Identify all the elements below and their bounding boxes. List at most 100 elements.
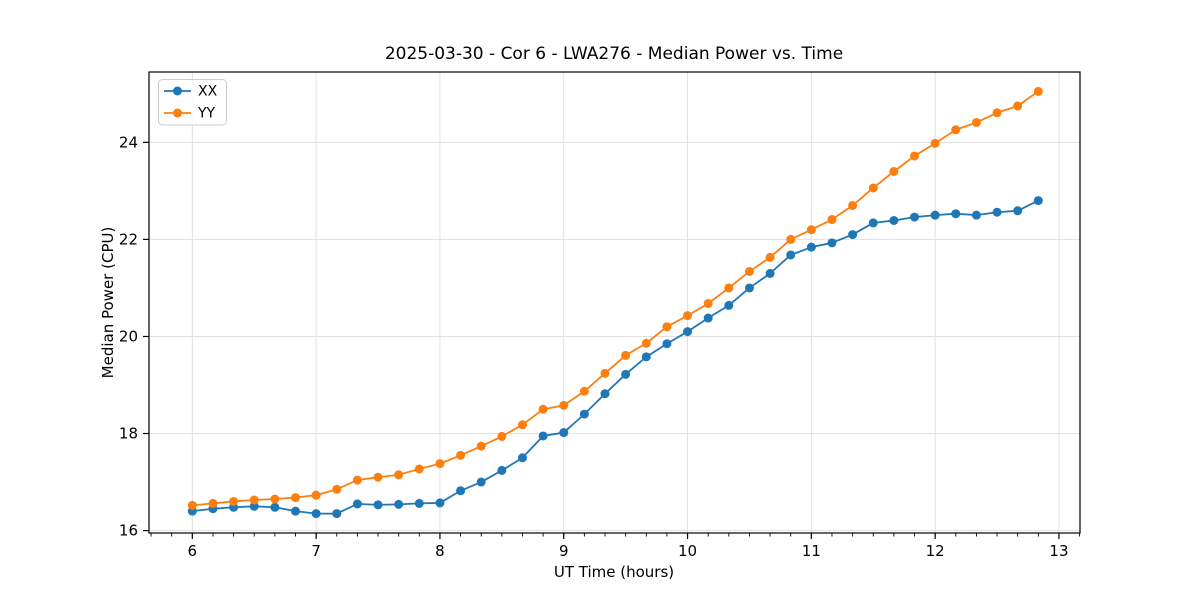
data-point-yy bbox=[311, 490, 321, 500]
data-point-xx bbox=[497, 465, 507, 475]
data-point-yy bbox=[517, 420, 527, 430]
legend-label-yy: YY bbox=[197, 106, 216, 122]
data-point-yy bbox=[270, 494, 280, 504]
data-point-xx bbox=[683, 327, 693, 337]
x-tick-label: 8 bbox=[435, 542, 445, 560]
data-point-yy bbox=[559, 400, 569, 410]
data-point-yy bbox=[951, 125, 961, 135]
data-point-yy bbox=[621, 350, 631, 360]
data-point-yy bbox=[456, 450, 466, 460]
data-point-yy bbox=[414, 464, 424, 474]
data-point-xx bbox=[373, 500, 383, 510]
data-point-yy bbox=[662, 322, 672, 332]
data-point-yy bbox=[848, 200, 858, 210]
data-point-xx bbox=[476, 477, 486, 487]
data-point-yy bbox=[889, 166, 899, 176]
data-point-xx bbox=[724, 300, 734, 310]
data-point-yy bbox=[744, 266, 754, 276]
data-point-xx bbox=[765, 268, 775, 278]
x-tick-label: 10 bbox=[678, 542, 697, 560]
plot-area bbox=[148, 71, 1081, 534]
data-point-yy bbox=[827, 215, 837, 225]
data-point-xx bbox=[868, 218, 878, 228]
data-point-yy bbox=[208, 498, 218, 508]
data-point-xx bbox=[703, 313, 713, 323]
data-point-yy bbox=[1033, 86, 1043, 96]
legend-item-yy: YY bbox=[164, 106, 216, 122]
data-point-yy bbox=[290, 493, 300, 503]
data-point-xx bbox=[290, 506, 300, 516]
data-point-xx bbox=[992, 207, 1002, 217]
x-tick-label: 7 bbox=[311, 542, 321, 560]
data-point-xx bbox=[538, 431, 548, 441]
data-point-xx bbox=[662, 339, 672, 349]
data-point-yy bbox=[249, 495, 259, 505]
x-tick-label: 6 bbox=[188, 542, 198, 560]
data-point-yy bbox=[786, 234, 796, 244]
x-tick-label: 9 bbox=[559, 542, 569, 560]
data-point-xx bbox=[394, 499, 404, 509]
data-point-xx bbox=[786, 250, 796, 260]
data-point-yy bbox=[641, 338, 651, 348]
data-point-xx bbox=[827, 238, 837, 248]
data-point-yy bbox=[910, 151, 920, 161]
data-point-xx bbox=[559, 428, 569, 438]
data-point-yy bbox=[538, 404, 548, 414]
y-tick-label: 20 bbox=[119, 327, 138, 345]
data-point-yy bbox=[971, 117, 981, 127]
y-tick-label: 18 bbox=[119, 425, 138, 443]
data-point-xx bbox=[270, 502, 280, 512]
series-xx bbox=[187, 196, 1043, 519]
x-axis-label: UT Time (hours) bbox=[554, 563, 674, 581]
data-point-yy bbox=[724, 283, 734, 293]
data-point-yy bbox=[992, 108, 1002, 118]
gridlines bbox=[149, 72, 1080, 533]
chart-title: 2025-03-30 - Cor 6 - LWA276 - Median Pow… bbox=[385, 44, 843, 64]
data-point-xx bbox=[910, 212, 920, 222]
data-point-yy bbox=[579, 386, 589, 396]
y-tick-label: 22 bbox=[119, 230, 138, 248]
data-point-xx bbox=[951, 209, 961, 219]
data-point-xx bbox=[414, 498, 424, 508]
data-point-yy bbox=[765, 252, 775, 262]
tick-labels: 6 7 8 9 10 11 12 13 16 18 20 22 24 bbox=[119, 133, 1069, 560]
data-point-xx bbox=[1013, 206, 1023, 216]
data-point-xx bbox=[517, 453, 527, 463]
data-point-yy bbox=[600, 368, 610, 378]
x-tick-label: 13 bbox=[1049, 542, 1068, 560]
data-point-xx bbox=[641, 352, 651, 362]
data-point-yy bbox=[476, 441, 486, 451]
data-point-xx bbox=[249, 501, 259, 511]
data-point-xx bbox=[971, 210, 981, 220]
data-point-xx bbox=[1033, 196, 1043, 206]
data-point-yy bbox=[703, 298, 713, 308]
data-point-yy bbox=[373, 472, 383, 482]
data-point-yy bbox=[435, 459, 445, 469]
data-point-yy bbox=[352, 475, 362, 485]
data-point-yy bbox=[868, 183, 878, 193]
data-point-yy bbox=[394, 470, 404, 480]
data-point-xx bbox=[806, 242, 816, 252]
data-point-xx bbox=[621, 369, 631, 379]
data-point-yy bbox=[187, 500, 197, 510]
data-point-xx bbox=[352, 499, 362, 509]
data-point-xx bbox=[435, 498, 445, 508]
data-point-yy bbox=[497, 431, 507, 441]
data-point-xx bbox=[744, 283, 754, 293]
data-point-yy bbox=[930, 138, 940, 148]
legend-item-xx: XX bbox=[164, 84, 218, 100]
data-point-xx bbox=[848, 230, 858, 240]
x-tick-label: 12 bbox=[926, 542, 945, 560]
data-point-xx bbox=[930, 210, 940, 220]
data-point-yy bbox=[683, 311, 693, 321]
data-point-xx bbox=[579, 409, 589, 419]
series-line-xx bbox=[191, 199, 1040, 515]
y-tick-label: 16 bbox=[119, 522, 138, 540]
data-point-yy bbox=[229, 496, 239, 506]
data-point-xx bbox=[311, 509, 321, 519]
x-tick-label: 11 bbox=[802, 542, 821, 560]
legend: XX YY bbox=[158, 79, 227, 126]
data-point-yy bbox=[1013, 101, 1023, 111]
